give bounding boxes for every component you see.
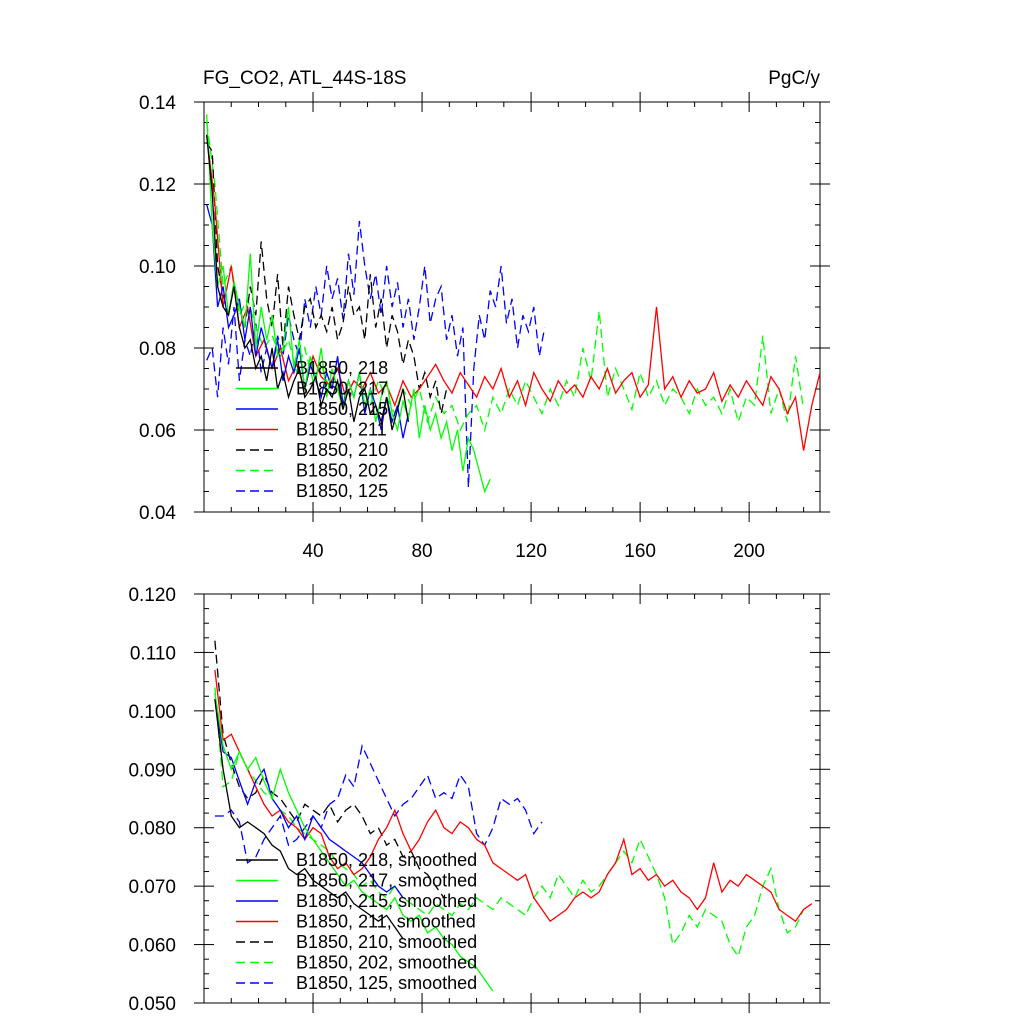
x-tick-label: 200 [733, 541, 765, 562]
legend-label: B1850, 125 [296, 481, 388, 501]
y-tick-label: 0.080 [128, 819, 176, 840]
bottom-chart-panel: 0.050 0.060 0.070 0.080 0.090 0.100 0.110 0.120… [128, 584, 830, 1015]
legend-label: B1850, 215 [296, 399, 388, 419]
legend-label: B1850, 218 [296, 358, 388, 378]
y-tick-label: 0.070 [128, 877, 176, 898]
series-line [206, 114, 491, 494]
legend-label: B1850, 211, smoothed [296, 912, 476, 932]
x-tick-label: 80 [411, 541, 432, 562]
legend-label: B1850, 217 [296, 379, 388, 399]
y-tick-label: 0.10 [139, 257, 176, 278]
legend-label: B1850, 202, smoothed [296, 953, 477, 973]
top-chart-title: FG_CO2, ATL_44S-18S [203, 68, 406, 89]
y-tick-label: 0.08 [139, 339, 176, 360]
y-tick-label: 0.120 [128, 585, 176, 606]
legend-label: B1850, 215, smoothed [296, 891, 477, 911]
y-tick-label: 0.04 [139, 503, 176, 524]
x-tick-label: 120 [515, 541, 547, 562]
legend-label: B1850, 202 [296, 461, 388, 481]
top-chart-units: PgC/y [768, 68, 820, 89]
y-tick-label: 0.050 [128, 994, 176, 1015]
series-line [214, 640, 445, 899]
series-line [214, 699, 404, 940]
series-line [206, 204, 410, 439]
series-line [206, 122, 805, 433]
legend-label: B1850, 217, smoothed [296, 871, 477, 891]
legend-label: B1850, 211 [296, 420, 387, 440]
series-line [214, 699, 404, 899]
series-line [214, 693, 494, 992]
legend-label: B1850, 210, smoothed [296, 932, 477, 952]
x-tick-label: 40 [302, 541, 323, 562]
legend-label: B1850, 125, smoothed [296, 973, 477, 993]
y-tick-label: 0.100 [128, 702, 176, 723]
series-line [214, 669, 813, 923]
y-tick-label: 0.06 [139, 421, 176, 442]
y-tick-label: 0.14 [139, 93, 176, 114]
top-chart-panel: 40 80 120 160 200 0.04 0.06 0.08 0.10 0.12 0.14 B18… [139, 92, 830, 562]
y-tick-label: 0.12 [139, 175, 176, 196]
series-line [214, 743, 543, 864]
series-line [206, 134, 410, 431]
y-tick-label: 0.110 [130, 643, 176, 664]
y-tick-label: 0.090 [128, 760, 176, 781]
series-line [206, 142, 448, 414]
legend-label: B1850, 210 [296, 440, 388, 460]
y-tick-label: 0.060 [128, 936, 176, 957]
legend-label: B1850, 218, smoothed [296, 850, 477, 870]
x-tick-label: 160 [624, 541, 656, 562]
series-group [206, 114, 820, 494]
series-group [214, 640, 813, 992]
